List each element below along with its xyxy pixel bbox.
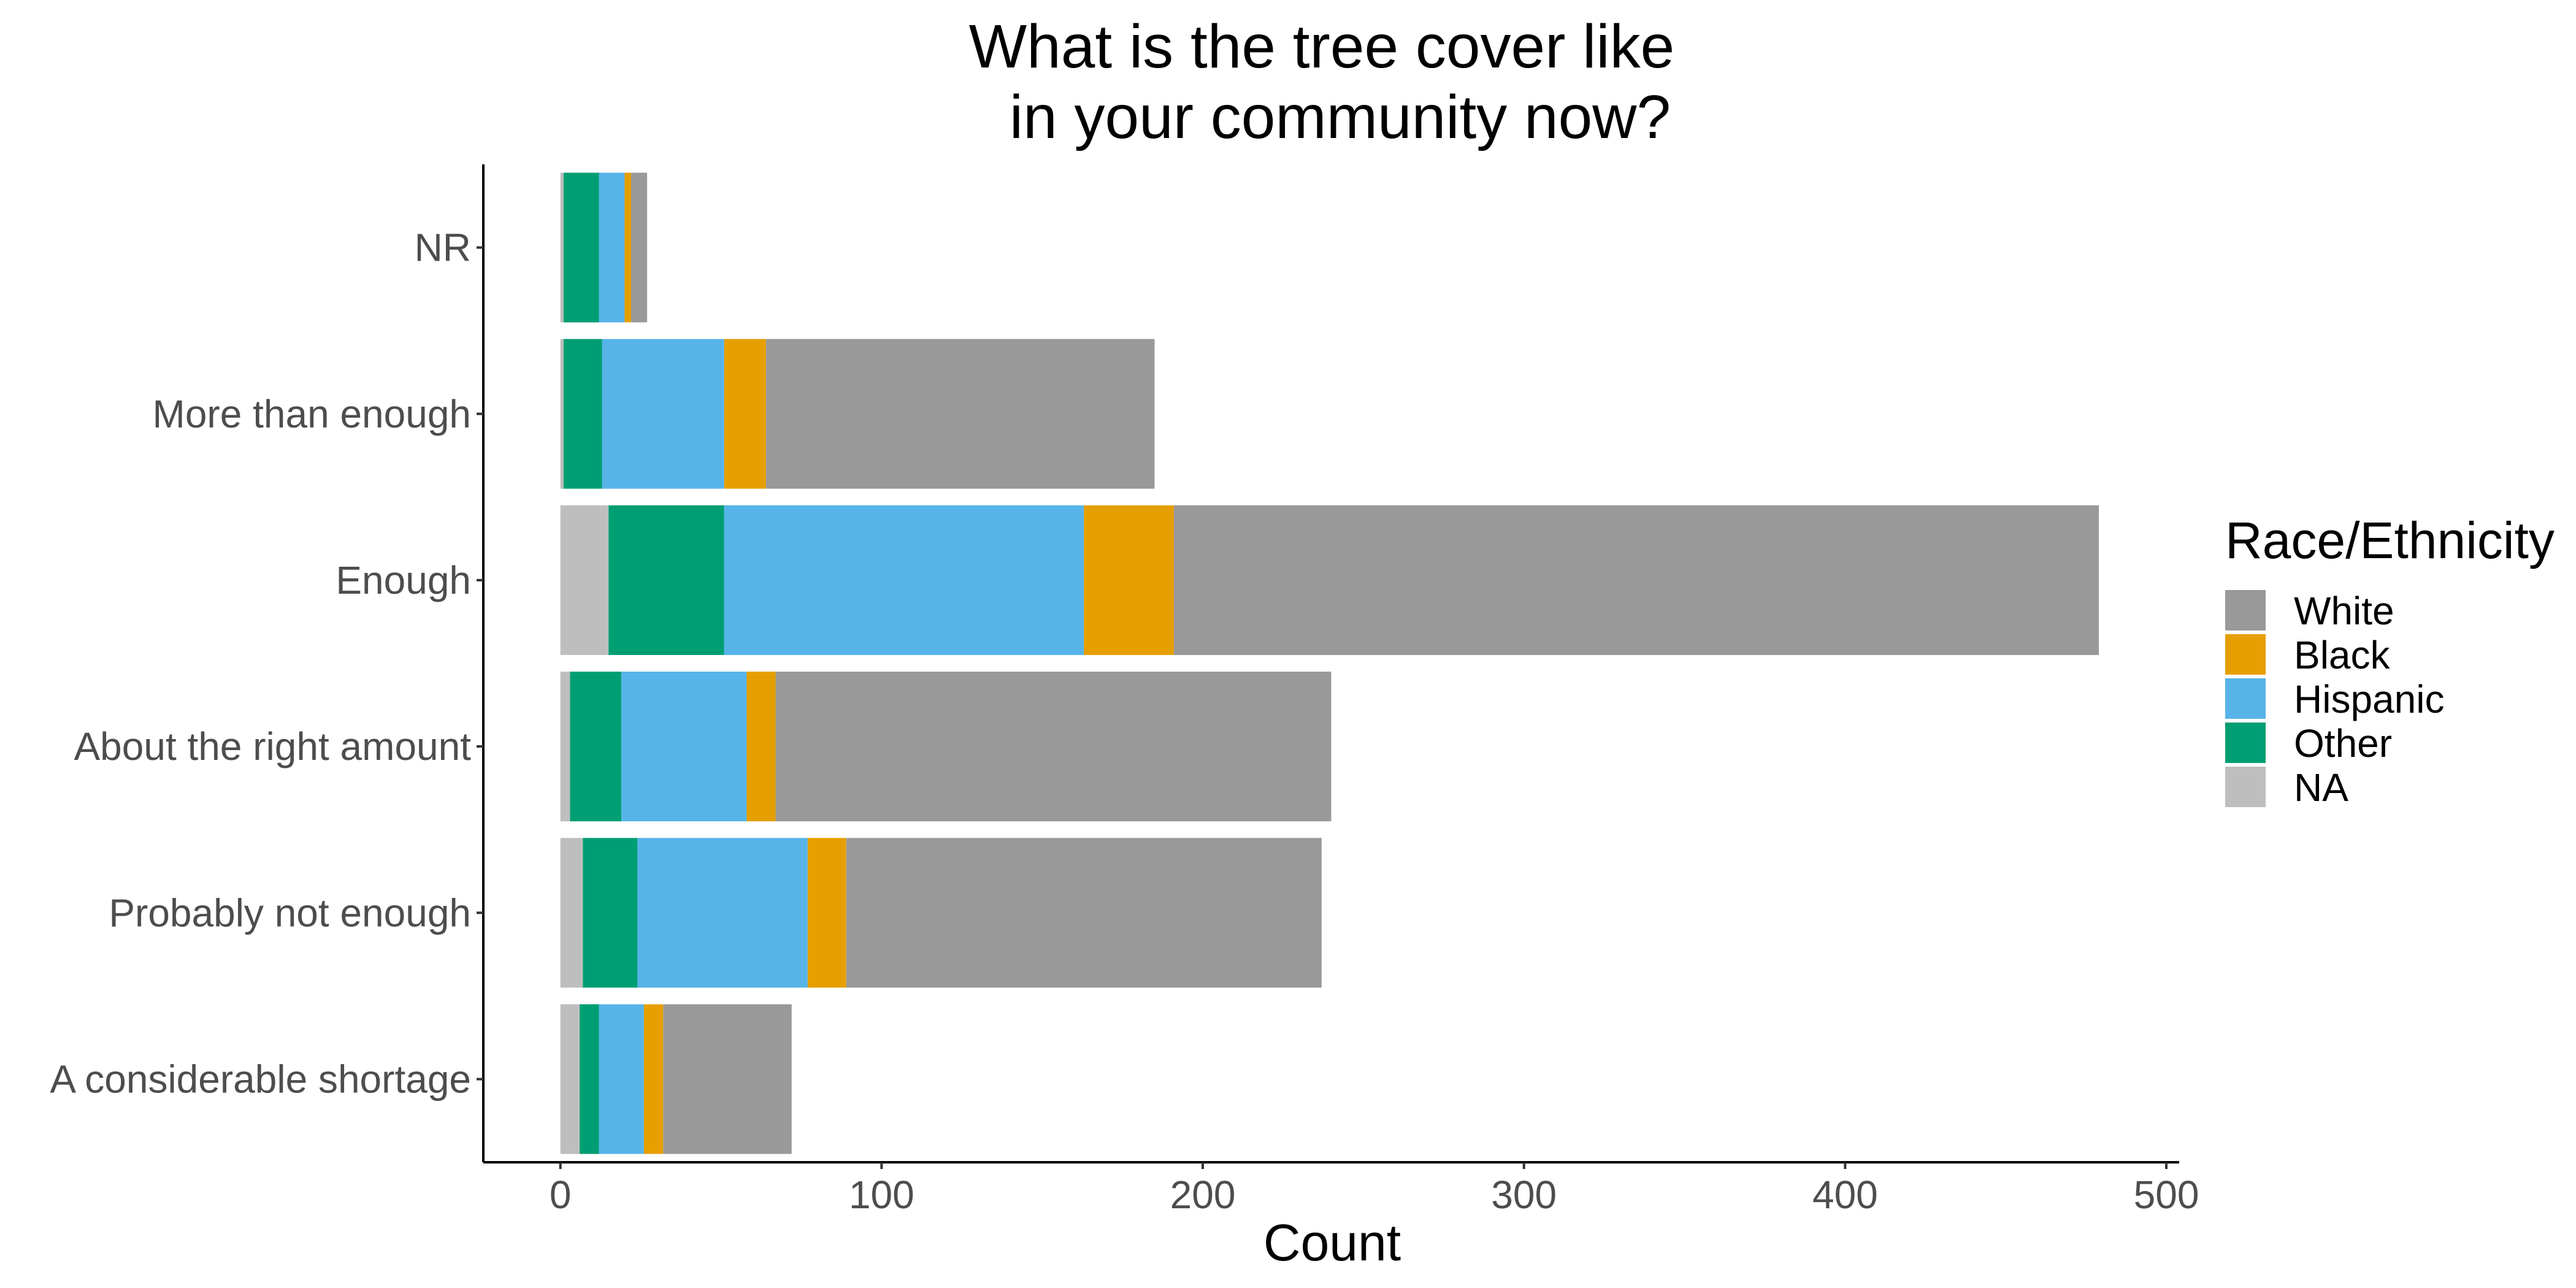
bars bbox=[560, 172, 2099, 1154]
bar-nr-na bbox=[560, 172, 564, 323]
legend-label-white: White bbox=[2294, 589, 2394, 633]
bar-a-considerable-shortage-na bbox=[560, 1004, 580, 1154]
bar-probably-not-enough-na bbox=[560, 838, 583, 988]
bar-probably-not-enough-hispanic bbox=[637, 838, 808, 988]
bar-more-than-enough-na bbox=[560, 339, 564, 489]
bar-probably-not-enough-black bbox=[807, 838, 846, 988]
chart-title-line-1: What is the tree cover like bbox=[969, 12, 1674, 81]
bar-a-considerable-shortage-other bbox=[580, 1004, 599, 1154]
y-tick-label-nr: NR bbox=[415, 226, 471, 270]
y-tick-label-probably-not-enough: Probably not enough bbox=[109, 891, 471, 935]
bar-about-the-right-amount-black bbox=[746, 672, 776, 822]
bar-more-than-enough-other bbox=[563, 339, 602, 489]
x-tick-label-0: 0 bbox=[550, 1173, 572, 1217]
bar-more-than-enough-white bbox=[765, 339, 1155, 489]
legend-key-white bbox=[2225, 590, 2266, 631]
axes bbox=[482, 164, 2179, 1163]
bar-a-considerable-shortage-hispanic bbox=[599, 1004, 644, 1154]
bar-nr-hispanic bbox=[599, 172, 625, 323]
y-tick-label-a-considerable-shortage: A considerable shortage bbox=[50, 1057, 471, 1101]
bar-more-than-enough-black bbox=[724, 339, 766, 489]
bar-about-the-right-amount-white bbox=[775, 672, 1332, 822]
legend-key-na bbox=[2225, 767, 2266, 807]
bar-about-the-right-amount-na bbox=[560, 672, 570, 822]
bar-enough-hispanic bbox=[724, 505, 1084, 655]
chart-title: What is the tree cover like in your comm… bbox=[969, 12, 1674, 151]
y-axis-ticks: NR More than enough Enough About the right … bbox=[50, 226, 483, 1101]
legend-label-black: Black bbox=[2294, 633, 2391, 677]
x-axis-title: Count bbox=[1263, 1214, 1401, 1271]
legend-label-na: NA bbox=[2294, 765, 2348, 810]
bar-a-considerable-shortage-white bbox=[663, 1004, 792, 1154]
bar-enough-black bbox=[1084, 505, 1174, 655]
bar-enough-other bbox=[608, 505, 724, 655]
bar-enough-white bbox=[1173, 505, 2099, 655]
bar-about-the-right-amount-other bbox=[570, 672, 622, 822]
legend-key-black bbox=[2225, 634, 2266, 675]
bar-nr-white bbox=[631, 172, 648, 323]
x-tick-label-200: 200 bbox=[1170, 1173, 1236, 1217]
legend-label-hispanic: Hispanic bbox=[2294, 677, 2444, 721]
bar-nr-black bbox=[624, 172, 631, 323]
x-tick-label-100: 100 bbox=[849, 1173, 914, 1217]
legend-key-hispanic bbox=[2225, 678, 2266, 719]
x-tick-label-400: 400 bbox=[1812, 1173, 1878, 1217]
bar-more-than-enough-hispanic bbox=[602, 339, 724, 489]
bar-a-considerable-shortage-black bbox=[643, 1004, 664, 1154]
legend-title: Race/Ethnicity bbox=[2225, 512, 2555, 569]
bar-about-the-right-amount-hispanic bbox=[621, 672, 747, 822]
x-tick-label-300: 300 bbox=[1491, 1173, 1557, 1217]
legend-label-other: Other bbox=[2294, 721, 2392, 765]
x-axis-ticks: 0 100 200 300 400 500 bbox=[550, 1162, 2199, 1217]
chart-title-line-2: in your community now? bbox=[1010, 83, 1671, 151]
legend-key-other bbox=[2225, 723, 2266, 763]
y-tick-label-about-the-right-amount: About the right amount bbox=[74, 724, 471, 769]
bar-nr-other bbox=[563, 172, 599, 323]
x-tick-label-500: 500 bbox=[2134, 1173, 2199, 1217]
y-tick-label-more-than-enough: More than enough bbox=[153, 392, 472, 436]
bar-probably-not-enough-other bbox=[583, 838, 638, 988]
bar-enough-na bbox=[560, 505, 609, 655]
y-tick-label-enough: Enough bbox=[335, 558, 471, 602]
bar-probably-not-enough-white bbox=[846, 838, 1322, 988]
